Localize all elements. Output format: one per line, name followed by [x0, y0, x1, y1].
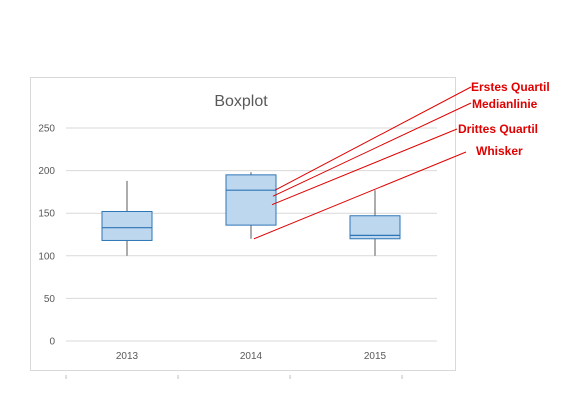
x-tick-label: 2013	[116, 351, 139, 362]
annotation-label: Erstes Quartil	[471, 80, 550, 94]
y-tick-label: 100	[38, 251, 55, 262]
annotation-line	[274, 86, 472, 191]
box-body	[349, 215, 401, 240]
annotation-label: Whisker	[476, 144, 523, 158]
chart-title: Boxplot	[214, 93, 268, 110]
y-tick-label: 50	[44, 294, 56, 305]
annotation-label: Drittes Quartil	[458, 122, 538, 136]
y-tick-label: 0	[49, 337, 55, 348]
annotation-line	[272, 102, 472, 197]
x-tick-label: 2015	[364, 351, 387, 362]
y-tick-label: 150	[38, 209, 55, 220]
box-body	[101, 210, 153, 241]
box-2015	[349, 190, 401, 256]
y-tick-label: 200	[38, 166, 55, 177]
box-2014	[225, 172, 277, 239]
box-2013	[101, 180, 153, 256]
y-tick-label: 250	[38, 124, 55, 135]
x-tick-label: 2014	[240, 351, 263, 362]
annotation-label: Medianlinie	[472, 97, 538, 111]
annotation-line	[253, 151, 467, 240]
annotation-line	[271, 128, 458, 206]
box-body	[225, 174, 277, 226]
